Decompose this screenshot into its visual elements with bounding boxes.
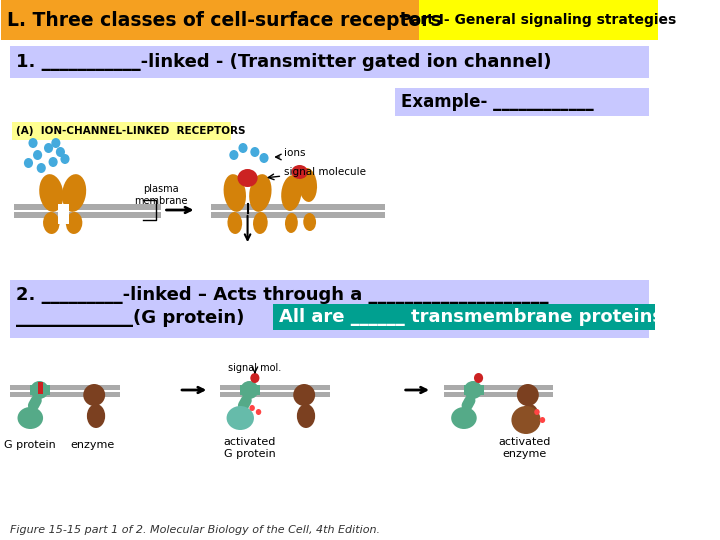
Text: ions: ions (284, 148, 305, 158)
Text: _____________(G protein): _____________(G protein) (16, 309, 244, 327)
Text: L. Three classes of cell-surface receptors: L. Three classes of cell-surface recepto… (6, 10, 441, 30)
Ellipse shape (253, 212, 268, 234)
Text: enzyme: enzyme (71, 440, 114, 450)
Ellipse shape (285, 213, 298, 233)
Ellipse shape (84, 384, 105, 406)
Circle shape (29, 138, 37, 148)
Circle shape (256, 409, 261, 415)
Bar (240, 385, 261, 395)
Bar (14, 212, 161, 218)
FancyBboxPatch shape (273, 304, 654, 330)
Bar (220, 385, 330, 390)
Ellipse shape (282, 175, 302, 211)
Ellipse shape (464, 381, 482, 399)
Circle shape (56, 147, 65, 157)
Bar (211, 212, 384, 218)
FancyArrowPatch shape (243, 401, 246, 406)
Ellipse shape (17, 407, 43, 429)
FancyBboxPatch shape (12, 122, 231, 140)
Ellipse shape (238, 169, 258, 187)
Ellipse shape (43, 212, 60, 234)
Ellipse shape (228, 212, 242, 234)
Text: All are ______ transmembrane proteins: All are ______ transmembrane proteins (279, 308, 662, 326)
Text: Part I- General signaling strategies: Part I- General signaling strategies (401, 13, 676, 27)
Ellipse shape (297, 404, 315, 428)
FancyArrowPatch shape (33, 401, 36, 406)
Bar (220, 392, 330, 397)
FancyArrowPatch shape (467, 401, 470, 406)
Circle shape (33, 150, 42, 160)
Circle shape (251, 147, 259, 157)
Text: activated
G protein: activated G protein (223, 437, 276, 459)
Circle shape (229, 150, 238, 160)
Ellipse shape (293, 384, 315, 406)
FancyBboxPatch shape (395, 88, 649, 116)
Circle shape (249, 405, 255, 411)
Text: signal molecule: signal molecule (284, 167, 366, 177)
Ellipse shape (521, 404, 539, 428)
Ellipse shape (224, 174, 246, 212)
FancyBboxPatch shape (419, 0, 658, 40)
Circle shape (37, 163, 46, 173)
Circle shape (60, 154, 70, 164)
Ellipse shape (39, 174, 63, 212)
Ellipse shape (66, 212, 82, 234)
Ellipse shape (240, 381, 258, 399)
Ellipse shape (451, 407, 477, 429)
Circle shape (51, 138, 60, 148)
Bar (464, 385, 484, 395)
Bar (37, 382, 43, 394)
Ellipse shape (303, 213, 316, 231)
FancyBboxPatch shape (10, 46, 649, 78)
FancyBboxPatch shape (1, 0, 419, 40)
Circle shape (540, 417, 545, 423)
Ellipse shape (62, 174, 86, 212)
Ellipse shape (30, 381, 48, 399)
Bar (10, 385, 120, 390)
Bar (211, 204, 384, 210)
Ellipse shape (299, 168, 317, 202)
FancyBboxPatch shape (10, 280, 649, 338)
Text: (A)  ION-CHANNEL-LINKED  RECEPTORS: (A) ION-CHANNEL-LINKED RECEPTORS (16, 126, 246, 136)
Text: Example- ____________: Example- ____________ (401, 93, 593, 111)
Text: 1. ___________-linked - (Transmitter gated ion channel): 1. ___________-linked - (Transmitter gat… (16, 53, 552, 71)
Circle shape (251, 373, 259, 383)
Ellipse shape (87, 404, 105, 428)
Bar (30, 385, 50, 395)
Circle shape (48, 157, 58, 167)
Ellipse shape (517, 384, 539, 406)
Ellipse shape (511, 406, 541, 434)
Circle shape (534, 409, 540, 415)
Bar (14, 204, 161, 210)
Bar (58, 204, 68, 224)
Text: plasma
membrane: plasma membrane (134, 184, 188, 206)
Circle shape (259, 153, 269, 163)
Circle shape (24, 158, 33, 168)
Ellipse shape (227, 406, 254, 430)
Bar (444, 385, 554, 390)
Bar (444, 392, 554, 397)
Circle shape (238, 143, 248, 153)
Text: signal mol.: signal mol. (228, 363, 282, 373)
Ellipse shape (228, 407, 253, 429)
Text: 2. _________-linked – Acts through a ____________________: 2. _________-linked – Acts through a ___… (16, 286, 548, 304)
Circle shape (44, 143, 53, 153)
Text: activated
enzyme: activated enzyme (498, 437, 550, 459)
Text: G protein: G protein (4, 440, 56, 450)
Ellipse shape (249, 174, 271, 212)
Text: Figure 15-15 part 1 of 2. Molecular Biology of the Cell, 4th Edition.: Figure 15-15 part 1 of 2. Molecular Biol… (10, 525, 380, 535)
Circle shape (474, 373, 483, 383)
Ellipse shape (292, 165, 308, 179)
Bar (10, 392, 120, 397)
